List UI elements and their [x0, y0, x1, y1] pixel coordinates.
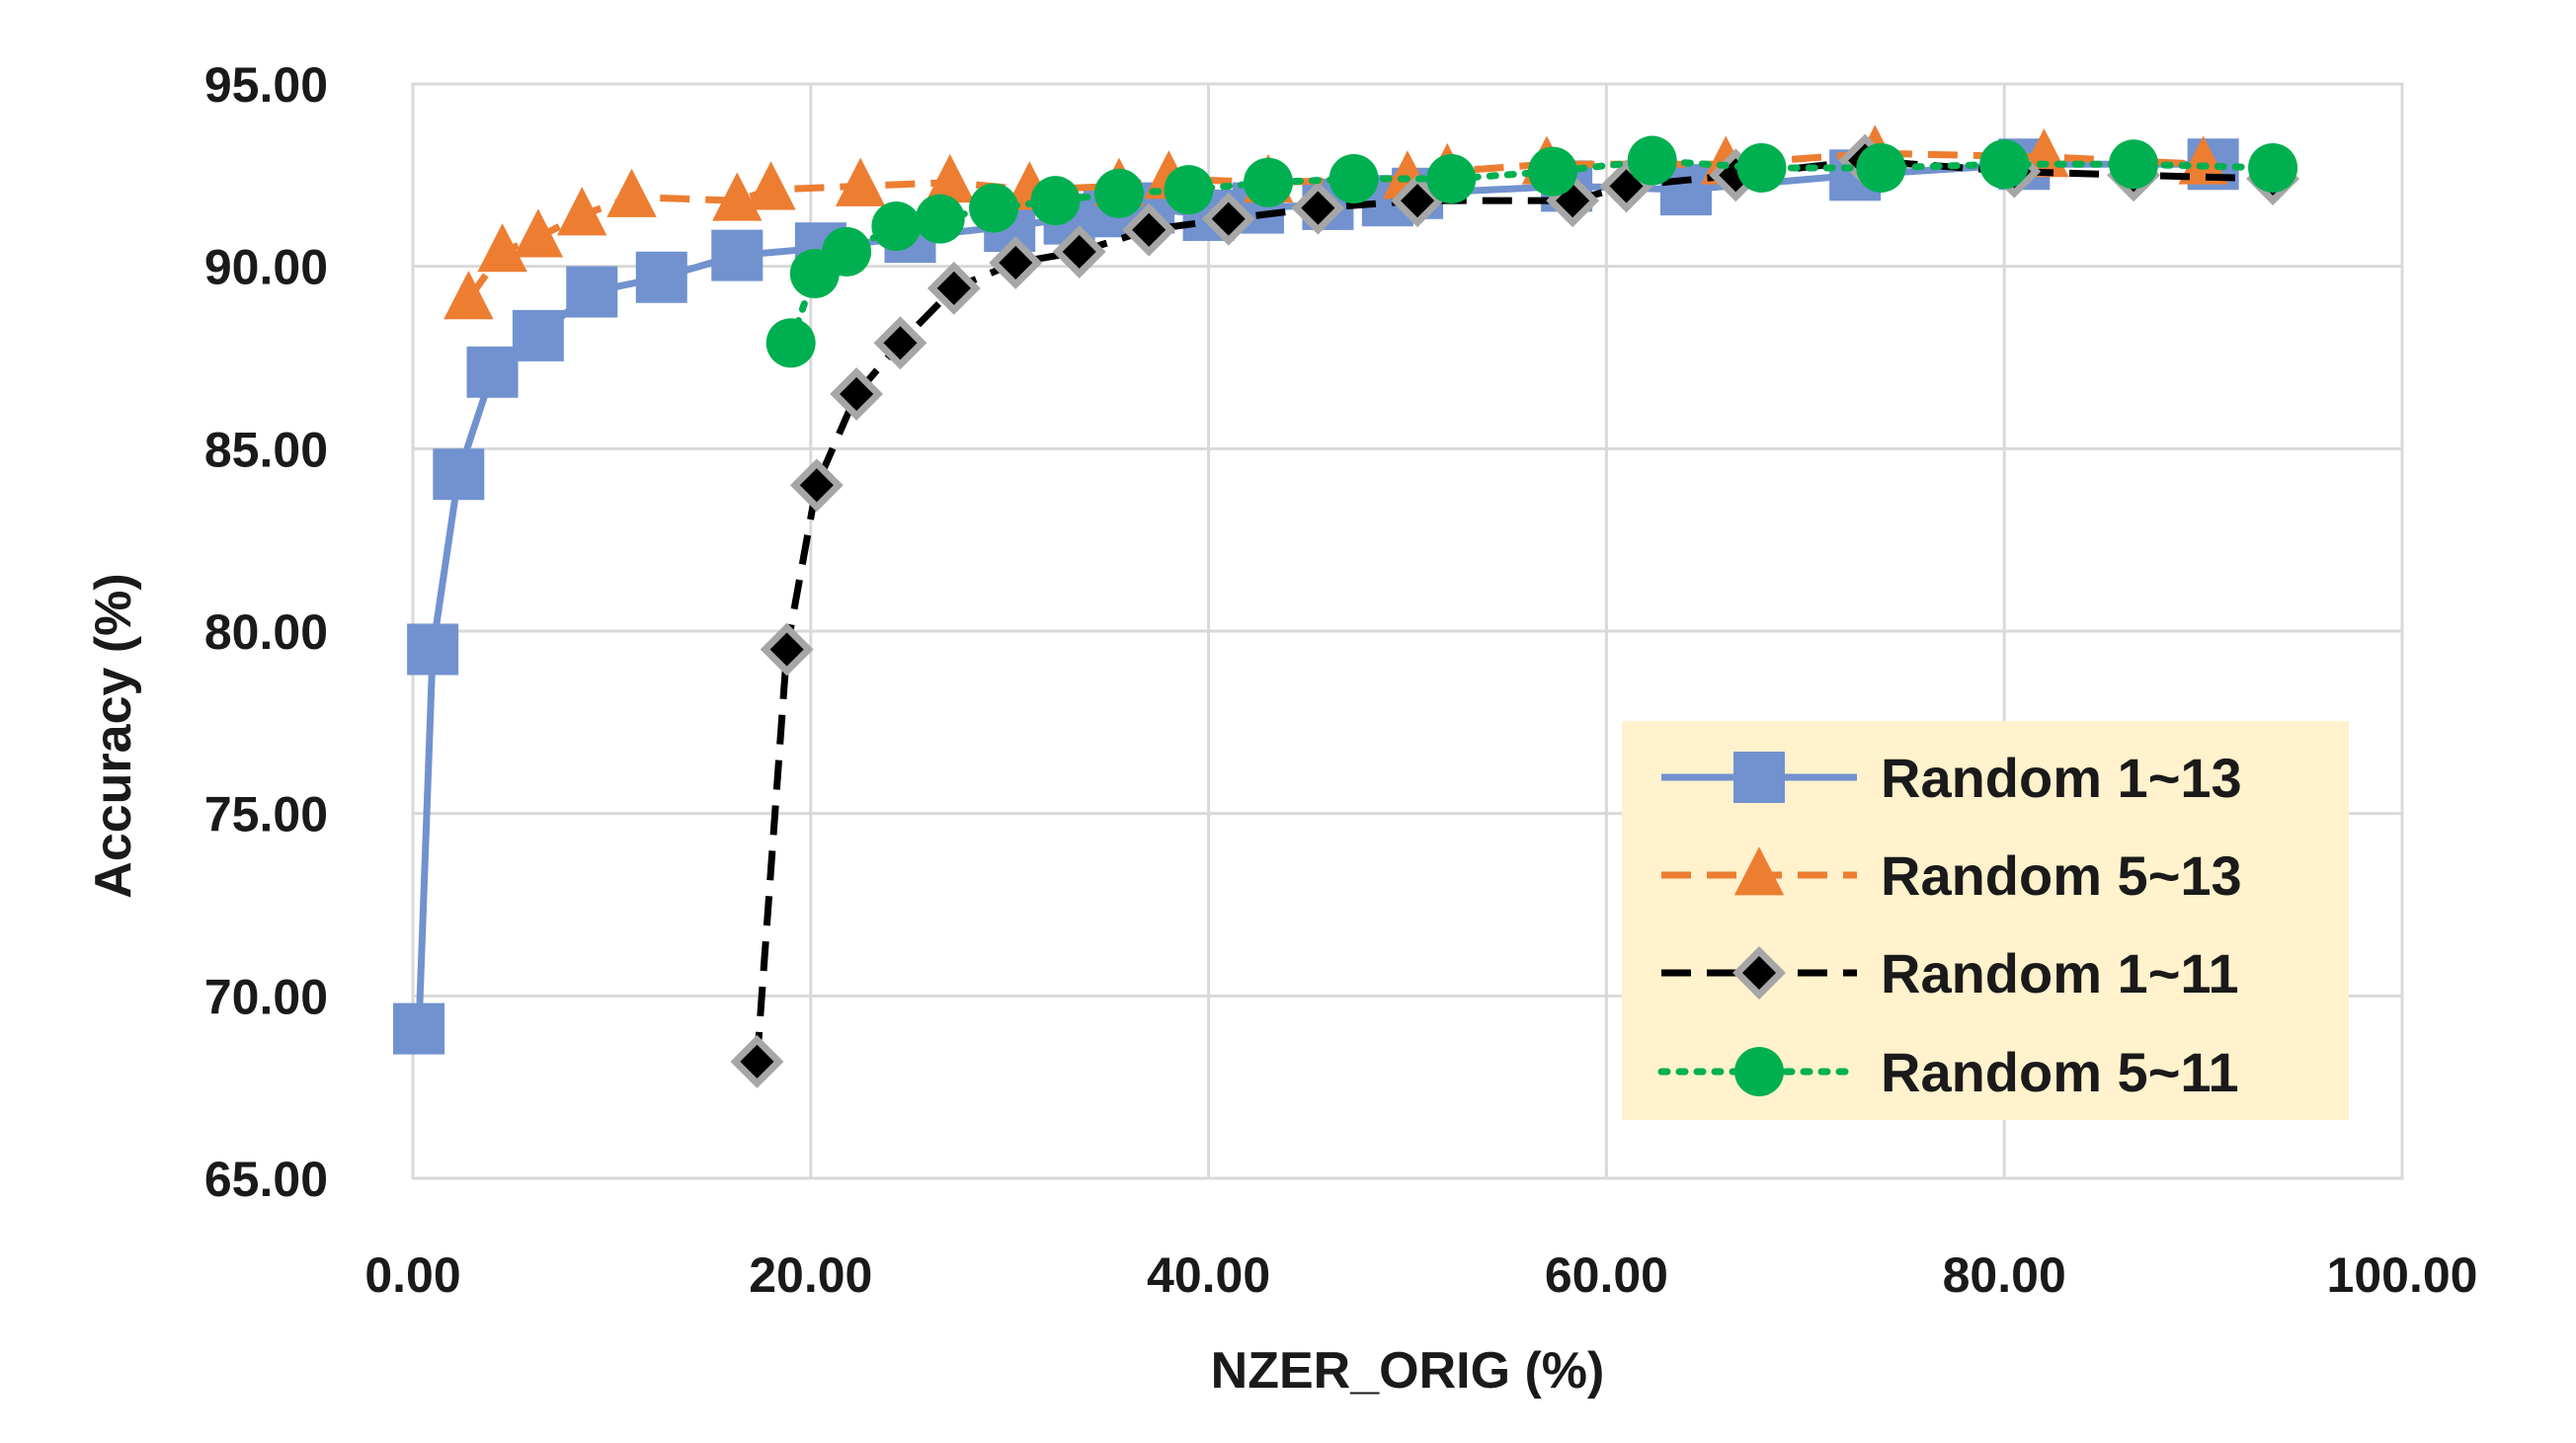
y-tick-label: 90.00 [204, 240, 328, 295]
legend-marker [1733, 752, 1785, 803]
x-tick-label: 100.00 [2327, 1247, 2478, 1303]
y-axis-tick-labels: 65.00 70.00 75.00 80.00 85.00 90.00 95.00 [204, 57, 328, 1207]
legend-label: Random 5~13 [1881, 844, 2242, 907]
data-point [969, 183, 1019, 233]
data-point [789, 458, 844, 513]
data-point [566, 266, 618, 318]
x-tick-label: 0.00 [364, 1247, 460, 1303]
legend: Random 1~13 Random 5~13 Random 1~11 Random … [1622, 721, 2349, 1120]
legend-entry: Random 1~11 [1661, 942, 2239, 1004]
data-point [765, 318, 816, 368]
data-point [1164, 165, 1214, 215]
data-point [2248, 142, 2298, 193]
data-point [443, 271, 494, 320]
data-point [1030, 176, 1081, 226]
legend-label: Random 5~11 [1881, 1041, 2239, 1103]
data-point [830, 366, 884, 421]
y-axis-title: Accuracy (%) [85, 573, 142, 898]
data-point [393, 1002, 445, 1055]
data-point [477, 223, 527, 273]
data-point [635, 251, 687, 303]
legend-entry: Random 5~11 [1657, 1041, 2239, 1103]
y-tick-label: 75.00 [204, 787, 328, 842]
data-point [2109, 139, 2159, 190]
y-tick-label: 95.00 [204, 57, 328, 113]
legend-entry: Random 1~13 [1661, 747, 2242, 809]
data-point [1856, 142, 1906, 193]
x-axis-title: NZER_ORIG (%) [1211, 1342, 1605, 1400]
y-tick-label: 80.00 [204, 604, 328, 660]
data-point [1122, 202, 1176, 257]
legend-marker [1733, 846, 1785, 896]
data-point [989, 236, 1043, 289]
data-point [926, 261, 981, 315]
legend-label: Random 1~11 [1881, 942, 2239, 1004]
data-point [873, 316, 927, 370]
legend-marker [1732, 946, 1786, 1000]
data-point [711, 229, 764, 281]
data-point [730, 1034, 784, 1088]
x-tick-label: 20.00 [749, 1247, 872, 1303]
data-point [835, 157, 886, 206]
data-point [822, 226, 872, 277]
legend-entries: Random 1~13 Random 5~13 Random 1~11 Random … [1657, 747, 2242, 1103]
legend-entry: Random 5~13 [1661, 844, 2242, 907]
data-point [925, 153, 975, 203]
data-point [1093, 168, 1144, 218]
data-point [1244, 157, 1294, 207]
data-point [1627, 135, 1677, 186]
data-point [466, 346, 519, 398]
data-point [1426, 154, 1477, 204]
data-point [512, 309, 564, 361]
data-point [513, 208, 564, 258]
data-point [1201, 192, 1255, 246]
data-point [556, 187, 607, 236]
data-point [1291, 181, 1345, 235]
x-tick-label: 80.00 [1943, 1247, 2066, 1303]
x-tick-label: 40.00 [1147, 1247, 1270, 1303]
data-point [760, 622, 814, 677]
y-tick-label: 65.00 [204, 1152, 328, 1207]
y-tick-label: 70.00 [204, 969, 328, 1024]
data-point [871, 201, 922, 252]
data-point [1328, 154, 1379, 204]
x-tick-label: 60.00 [1545, 1247, 1668, 1303]
data-point [746, 161, 796, 210]
legend-marker [1734, 1047, 1784, 1096]
x-axis-tick-labels: 0.00 20.00 40.00 60.00 80.00 100.00 [364, 1247, 2477, 1303]
data-point [407, 623, 459, 676]
data-point [2178, 135, 2228, 185]
series-layer [393, 124, 2300, 1088]
data-point [1736, 142, 1787, 193]
y-tick-label: 85.00 [204, 422, 328, 477]
data-point [1052, 224, 1106, 279]
data-point [915, 194, 965, 244]
data-point [1528, 146, 1578, 197]
series-4 [765, 135, 2298, 368]
data-point [433, 448, 485, 501]
legend-label: Random 1~13 [1881, 747, 2242, 809]
data-point [606, 168, 657, 217]
data-point [1979, 139, 2030, 190]
